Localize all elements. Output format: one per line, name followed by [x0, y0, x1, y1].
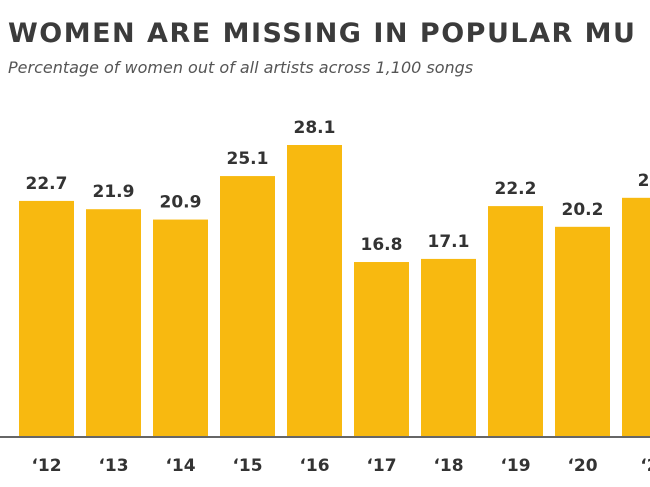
chart-subtitle: Percentage of women out of all artists a… — [8, 58, 474, 77]
bar — [287, 145, 342, 436]
bar — [488, 206, 543, 436]
bar — [220, 176, 275, 436]
bar-value-label: 25.1 — [227, 149, 269, 169]
x-tick-label: ‘19 — [500, 456, 530, 476]
bar-value-label: 22.2 — [495, 179, 537, 199]
bar-value-label: 16.8 — [361, 235, 403, 255]
chart-title: WOMEN ARE MISSING IN POPULAR MU — [8, 18, 637, 49]
bar — [153, 219, 208, 436]
bar — [354, 262, 409, 436]
bar — [555, 226, 610, 436]
bar-value-label: 20.9 — [160, 193, 202, 213]
bar — [421, 258, 476, 436]
bar-value-label: 28.1 — [294, 118, 336, 138]
bar — [86, 209, 141, 436]
x-tick-label: ‘14 — [165, 456, 195, 476]
bar-value-label: 17.1 — [428, 232, 470, 252]
bar-value-label: 22.7 — [26, 174, 68, 194]
bar — [19, 200, 74, 436]
x-tick-label: ‘20 — [567, 456, 597, 476]
x-tick-label: ‘2 — [640, 456, 650, 476]
x-tick-label: ‘17 — [366, 456, 396, 476]
bar-value-label: 21.9 — [93, 182, 135, 202]
x-tick-label: ‘18 — [433, 456, 463, 476]
bar — [622, 197, 650, 436]
x-tick-label: ‘12 — [31, 456, 61, 476]
x-tick-label: ‘13 — [98, 456, 128, 476]
x-tick-label: ‘16 — [299, 456, 329, 476]
bar-value-label: 20.2 — [562, 200, 604, 220]
bar-value-label: 23 — [638, 171, 650, 191]
x-tick-label: ‘15 — [232, 456, 262, 476]
